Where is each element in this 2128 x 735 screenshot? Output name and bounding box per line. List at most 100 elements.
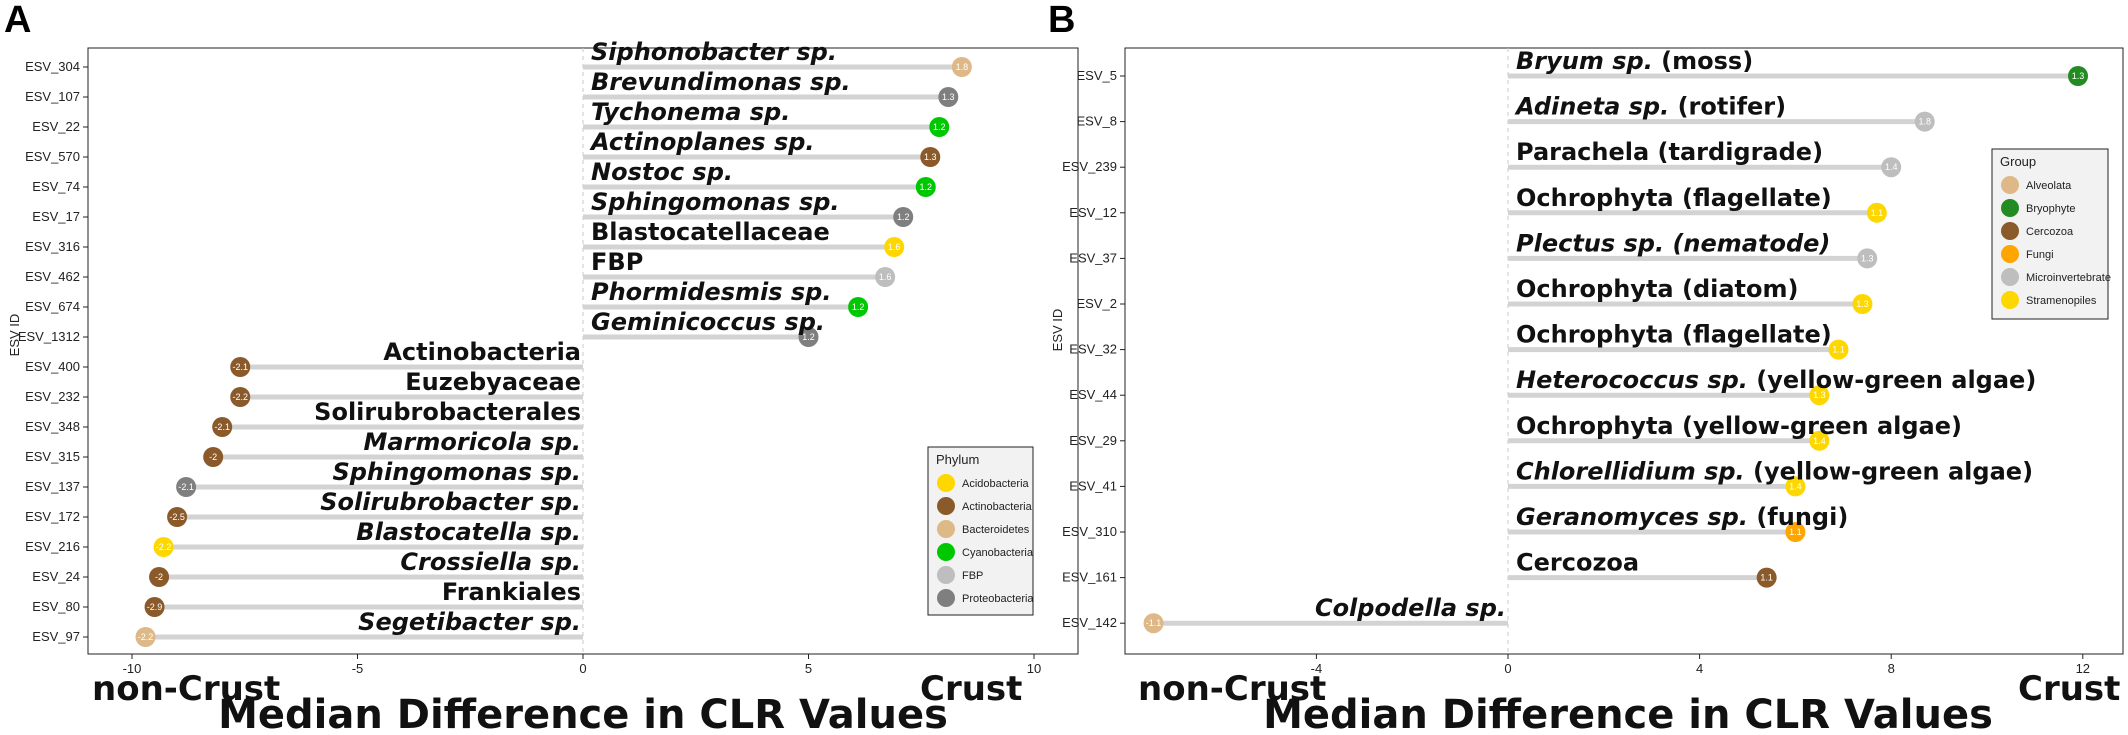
lollipop-row: ESV_462 1.6 FBP: [25, 248, 896, 287]
dot-value-label: 1.1: [1760, 573, 1773, 583]
taxon-label-part: (yellow-green algae): [1745, 457, 2033, 485]
lollipop-row: ESV_80 -2.9 Frankiales: [32, 578, 583, 617]
y-tick-label: ESV_304: [25, 59, 80, 74]
dot-value-label: -2: [209, 452, 217, 462]
dot-value-label: 1.2: [933, 122, 946, 132]
y-tick-label: ESV_1312: [18, 329, 80, 344]
taxon-label-part: (fungi): [1748, 503, 1848, 531]
lollipop-dot: [893, 207, 914, 227]
legend-swatch: [937, 520, 955, 538]
legend-item-label: Alveolata: [2026, 180, 2072, 192]
panel-label-a: A: [4, 0, 31, 41]
legend-a: Phylum Acidobacteria Actinobacteria Bactero…: [927, 446, 1034, 616]
taxon-label: Chlorellidium sp. (yellow-green algae): [1516, 457, 2033, 485]
x-tick-label: -5: [352, 661, 364, 676]
taxon-label-part: Cercozoa: [1516, 549, 1639, 577]
lollipop-dot: [149, 567, 170, 587]
y-tick-label: ESV_232: [25, 389, 80, 404]
lollipop-dot: [915, 177, 936, 197]
lollipop-row: ESV_570 1.3 Actinoplanes sp.: [25, 128, 941, 167]
taxon-label: Actinoplanes sp.: [589, 128, 815, 156]
taxon-label: Blastocatella sp.: [356, 518, 581, 546]
lollipop-row: ESV_17 1.2 Sphingomonas sp.: [32, 188, 914, 227]
y-tick-label: ESV_315: [25, 449, 80, 464]
lollipop-dot: [1852, 294, 1873, 314]
taxon-label: Actinobacteria: [383, 338, 581, 366]
lollipop-dot: [144, 597, 165, 617]
rows-a: ESV_304 1.8 Siphonobacter sp. ESV_107 1.3 Bre…: [18, 38, 972, 647]
taxon-label-part: Ochrophyta (flagellate): [1516, 321, 1832, 349]
lollipop-dot: [2068, 66, 2089, 86]
y-tick-label: ESV_161: [1062, 570, 1117, 585]
lollipop-row: ESV_5 1.3 Bryum sp. (moss): [1077, 47, 2089, 86]
y-tick-label: ESV_24: [32, 569, 80, 584]
lollipop-row: ESV_316 1.6 Blastocatellaceae: [25, 218, 905, 257]
taxon-label: Colpodella sp.: [1315, 594, 1506, 622]
lollipop-dot: [1809, 385, 1830, 406]
taxon-label-part: Heterococcus sp.: [1516, 366, 1748, 394]
taxon-label: Tychonema sp.: [591, 98, 790, 126]
legend-item-label: Actinobacteria: [962, 501, 1033, 513]
legend-item-label: Bryophyte: [2026, 203, 2076, 215]
taxon-label: Marmoricola sp.: [363, 428, 581, 456]
dot-value-label: 1.3: [924, 152, 937, 162]
dot-value-label: -2.1: [214, 422, 230, 432]
dot-value-label: -2.1: [178, 482, 194, 492]
legend-item-label: Cercozoa: [2026, 226, 2074, 238]
taxon-label: Plectus sp. (nematode): [1516, 229, 1830, 257]
legend-title: Group: [2000, 154, 2036, 169]
lollipop-row: ESV_172 -2.5 Solirubrobacter sp.: [25, 488, 583, 527]
taxon-label: Bryum sp. (moss): [1516, 47, 1753, 75]
x-tick-label: 5: [805, 661, 812, 676]
y-tick-label: ESV_44: [1069, 387, 1117, 402]
lollipop-row: ESV_674 1.2 Phormidesmis sp.: [25, 278, 869, 317]
taxon-label-part: Ochrophyta (yellow-green algae): [1516, 412, 1962, 440]
lollipop-row: ESV_107 1.3 Brevundimonas sp.: [25, 68, 959, 107]
taxon-label: Ochrophyta (flagellate): [1516, 321, 1832, 349]
lollipop-dot: [1866, 202, 1887, 223]
y-tick-label: ESV_97: [32, 629, 80, 644]
dot-value-label: 1.1: [1871, 208, 1884, 218]
lollipop-dot: [798, 327, 819, 347]
x-tick-label: 12: [2076, 661, 2090, 676]
dot-value-label: 1.4: [1813, 436, 1826, 446]
taxon-label: Ochrophyta (diatom): [1516, 275, 1798, 303]
legend-swatch: [937, 497, 955, 515]
dot-value-label: 1.2: [920, 182, 933, 192]
y-tick-label: ESV_674: [25, 299, 80, 314]
x-tick-label: -4: [1311, 661, 1323, 676]
lollipop-row: ESV_24 -2 Crossiella sp.: [32, 548, 583, 587]
legend-item-label: Microinvertebrate: [2026, 272, 2111, 284]
plot-frame-b: [1124, 47, 2124, 655]
lollipop-row: ESV_142 -1.1 Colpodella sp.: [1062, 594, 1508, 634]
dot-value-label: 1.8: [956, 62, 969, 72]
lollipop-dot: [230, 387, 251, 407]
y-tick-label: ESV_400: [25, 359, 80, 374]
panel-b: B -4 0 4 8 12 ESV_5 1.3 Bryum sp. (moss) ESV_8 1…: [1048, 0, 2124, 735]
lollipop-dot: [1914, 111, 1935, 132]
dot-value-label: 1.6: [879, 272, 892, 282]
dot-value-label: -2.2: [156, 542, 172, 552]
y-tick-label: ESV_107: [25, 89, 80, 104]
y-tick-label: ESV_462: [25, 269, 80, 284]
taxon-label: Euzebyaceae: [405, 368, 581, 396]
taxon-label: Ochrophyta (flagellate): [1516, 184, 1832, 212]
lollipop-row: ESV_8 1.8 Adineta sp. (rotifer): [1077, 93, 1935, 132]
panel-label-b: B: [1048, 0, 1075, 41]
lollipop-row: ESV_232 -2.2 Euzebyaceae: [25, 368, 583, 407]
legend-item-label: Acidobacteria: [962, 478, 1030, 490]
taxon-label: Ochrophyta (yellow-green algae): [1516, 412, 1962, 440]
lollipop-dot: [1785, 476, 1806, 497]
legend-swatch: [2001, 268, 2019, 286]
legend-swatch: [937, 474, 955, 492]
lollipop-row: ESV_315 -2 Marmoricola sp.: [25, 428, 583, 467]
dot-value-label: 1.2: [897, 212, 910, 222]
x-tick-label: 8: [1888, 661, 1895, 676]
taxon-label: Solirubrobacterales: [314, 398, 581, 426]
taxon-label: Frankiales: [442, 578, 581, 606]
taxon-label: Crossiella sp.: [400, 548, 581, 576]
